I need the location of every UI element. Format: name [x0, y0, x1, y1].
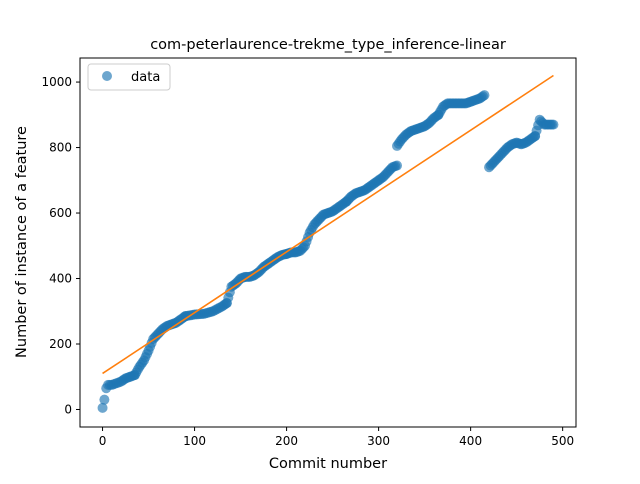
data-point — [548, 119, 559, 130]
x-tick-label: 0 — [99, 434, 107, 448]
y-tick-label: 0 — [64, 402, 72, 416]
y-axis-ticks: 0 200 400 600 800 1000 — [41, 75, 80, 416]
y-tick-label: 200 — [49, 337, 72, 351]
y-tick-label: 1000 — [41, 75, 72, 89]
data-point — [97, 402, 108, 413]
x-axis-ticks: 0 100 200 300 400 500 — [99, 427, 574, 448]
x-tick-label: 400 — [459, 434, 482, 448]
legend: data — [87, 63, 171, 91]
fit-line-layer — [102, 74, 554, 375]
plot-frame — [79, 57, 577, 428]
y-tick-label: 400 — [49, 272, 72, 286]
linear-fit-line — [102, 74, 554, 375]
x-tick-label: 500 — [551, 434, 574, 448]
y-axis-label: Number of instance of a feature — [14, 126, 30, 358]
y-tick-label: 800 — [49, 141, 72, 155]
data-point — [392, 160, 403, 171]
data-point — [99, 394, 110, 405]
data-points — [97, 90, 559, 413]
x-tick-label: 100 — [183, 434, 206, 448]
x-tick-label: 200 — [275, 434, 298, 448]
legend-label-data: data — [131, 70, 160, 85]
y-tick-label: 600 — [49, 206, 72, 220]
legend-marker-data — [102, 71, 112, 81]
x-axis-label: Commit number — [269, 456, 387, 472]
x-tick-label: 300 — [367, 434, 390, 448]
data-point — [479, 90, 490, 101]
chart-title: com-peterlaurence-trekme_type_inference-… — [150, 37, 506, 53]
legend-box — [87, 63, 171, 91]
